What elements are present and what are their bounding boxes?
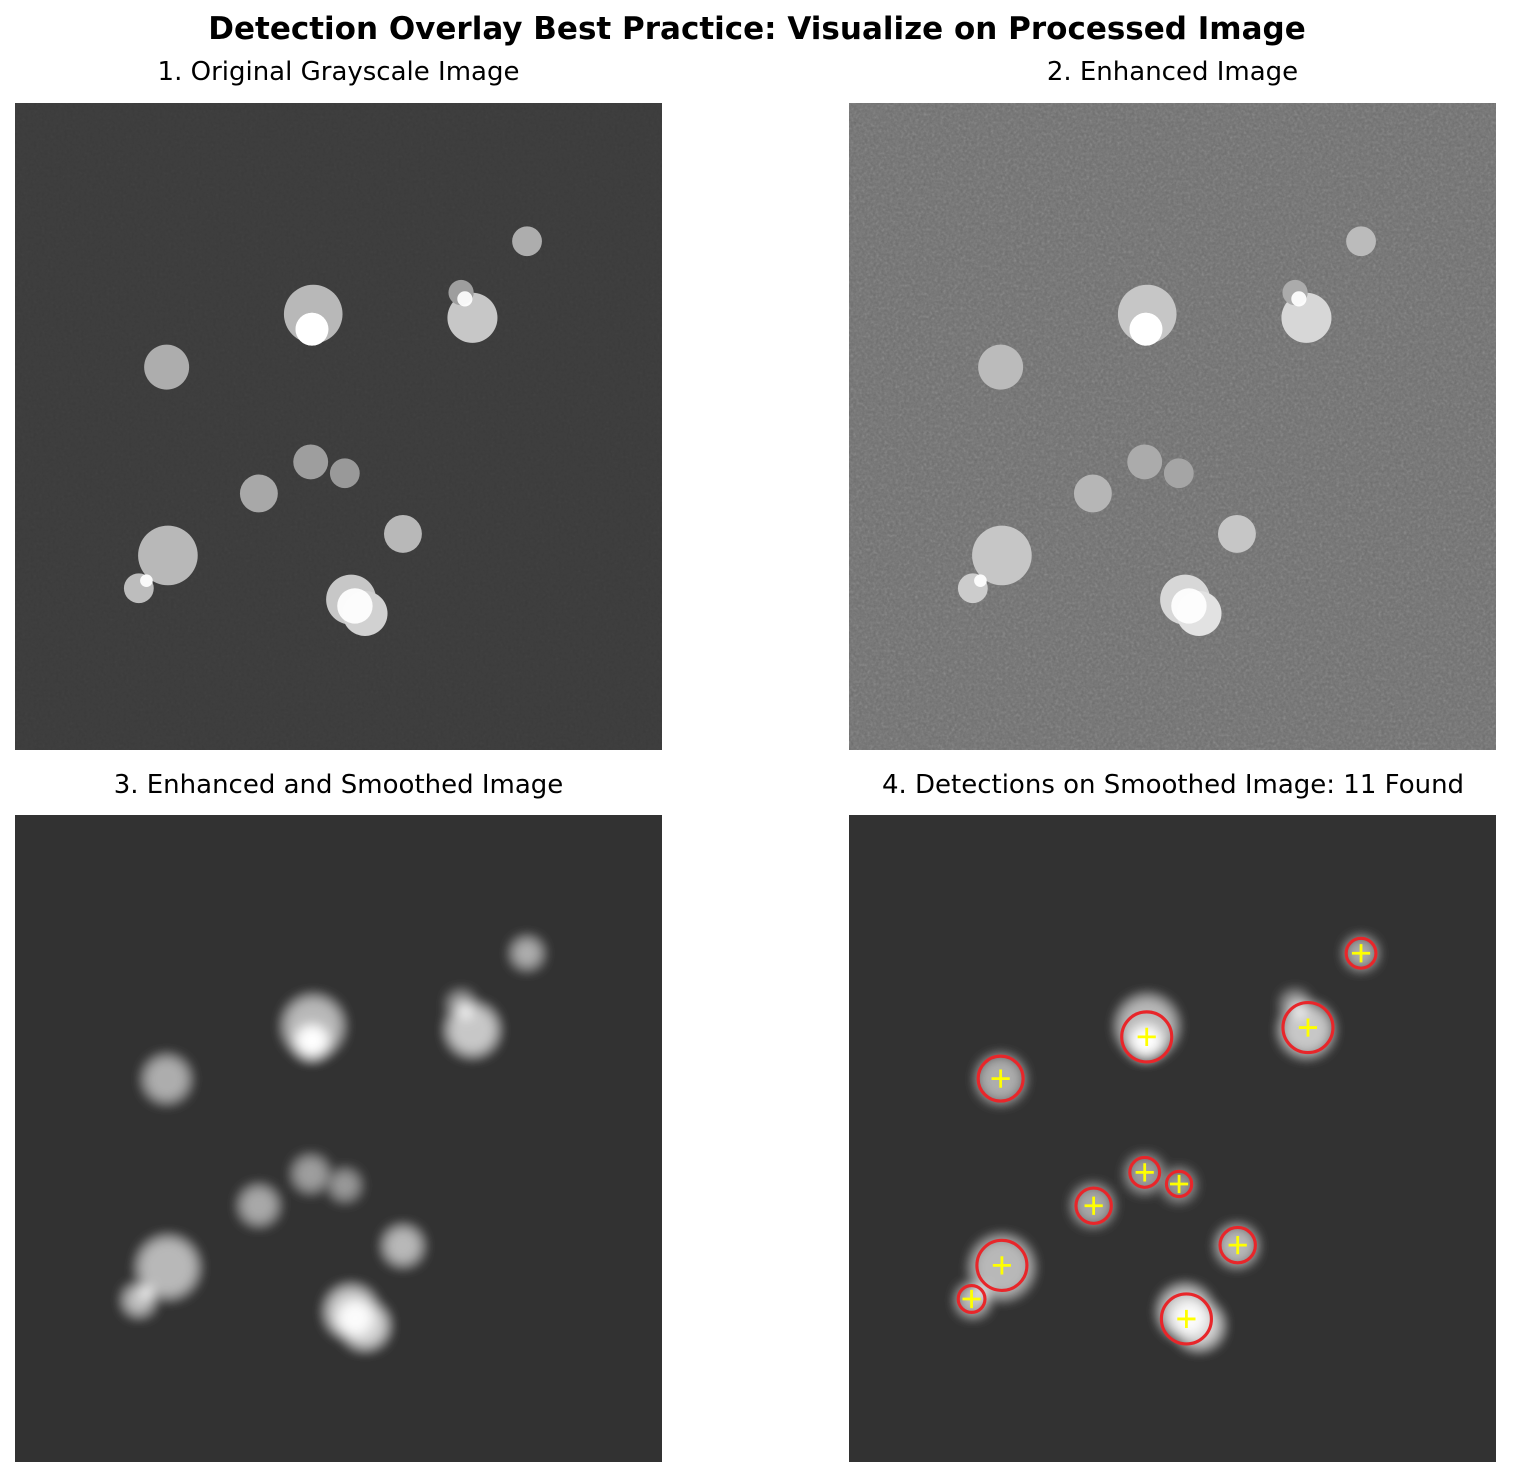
smoothed-image-panel [15,815,662,1462]
detection-center-marker [1177,1309,1196,1329]
blob [1281,1004,1332,1055]
blob [1217,514,1256,553]
blob [383,1226,422,1265]
blob [329,1170,360,1201]
detection-center-marker [1169,1174,1189,1194]
blob [239,474,278,513]
blob [239,1186,278,1225]
blob-overlap-highlight [457,291,473,307]
blob-overlap-highlight [457,1003,473,1019]
panel-1-title: 1. Original Grayscale Image [157,57,520,87]
detections-image-panel [849,815,1496,1462]
detection-center-marker [992,1256,1012,1275]
detection-circle [1120,1010,1174,1064]
blob [447,1004,498,1055]
panel-3-title: 3. Enhanced and Smoothed Image [113,770,564,800]
image-noise [849,103,1496,750]
detection-center-marker [1135,1163,1154,1182]
detection-circle [976,1054,1025,1103]
blob [1127,444,1163,480]
blob [138,1237,198,1298]
detections-image [849,815,1496,1462]
enhanced-image [849,103,1496,750]
image-content [15,103,662,750]
blob [329,458,360,489]
image-content [849,103,1496,750]
image-noise [15,103,662,750]
blob [1163,458,1194,489]
blob-overlap-highlight [1129,312,1163,346]
blob [383,514,422,553]
blob [1346,226,1376,257]
detection-center-marker [1298,1018,1318,1037]
detection-circle [1344,936,1378,970]
image-content [849,815,1496,1462]
detection-circle [1128,1155,1162,1189]
detection-center-marker [1137,1027,1156,1046]
detection-circle [956,1284,987,1314]
blob-overlap-highlight [337,588,373,624]
figure-title: Detection Overlay Best Practice: Visuali… [208,11,1306,47]
blob [138,525,198,586]
image-noise [849,815,1496,1462]
panel-2-title: 2. Enhanced Image [1046,57,1299,87]
blob [293,444,329,480]
blob [512,938,542,969]
blob-overlap-highlight [140,574,153,587]
blob [512,226,542,257]
original-image-panel [15,103,662,750]
detection-center-marker [1351,944,1371,963]
detection-circle [1218,1225,1257,1265]
detection-center-marker [1084,1196,1103,1215]
image-noise [15,815,662,1462]
smoothed-image [15,815,662,1462]
detection-circle [975,1238,1029,1292]
detection-center-marker [962,1289,981,1309]
detection-overlay [956,936,1378,1346]
enhanced-image-panel [849,103,1496,750]
original-image [15,103,662,750]
blob-overlap-highlight [140,1286,153,1299]
blob-overlap-highlight [295,1024,329,1058]
detection-circle [1164,1169,1194,1199]
detection-circle [1074,1186,1113,1225]
blob [978,344,1024,390]
blob [144,1056,190,1102]
blob [1073,474,1112,513]
detection-center-marker [991,1069,1010,1088]
blob-overlap-highlight [974,574,987,587]
blob-overlap-highlight [1291,291,1307,307]
blob [972,525,1032,586]
detection-circle [1281,1000,1335,1055]
blob [293,1156,329,1192]
blob-overlap-highlight [1171,588,1207,624]
blob [447,292,498,343]
blob-overlap-highlight [295,312,329,346]
detection-center-marker [1228,1236,1247,1255]
detection-circle [1159,1292,1214,1346]
image-content [15,815,662,1462]
panel-4-title: 4. Detections on Smoothed Image: 11 Foun… [881,770,1465,800]
blob [144,344,190,390]
blob [1281,292,1332,343]
blob-overlap-highlight [337,1300,373,1336]
